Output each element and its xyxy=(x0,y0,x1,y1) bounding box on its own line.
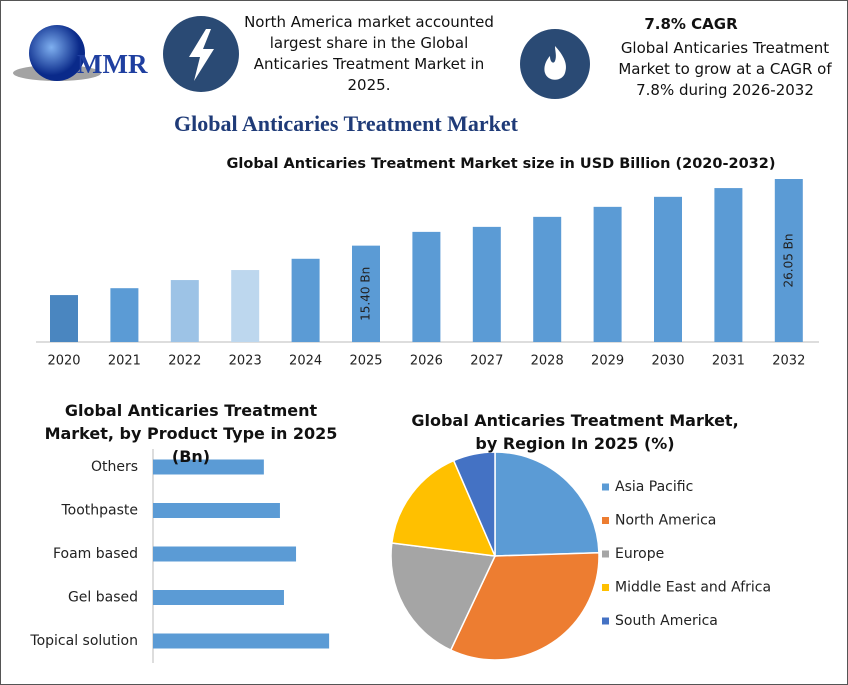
bar xyxy=(110,288,139,342)
value-label: 26.05 Bn xyxy=(781,233,795,287)
y-tick-label: Gel based xyxy=(68,590,138,606)
legend-swatch xyxy=(602,483,609,491)
x-tick-label: 2024 xyxy=(289,354,322,369)
x-tick-label: 2023 xyxy=(229,354,262,369)
bar xyxy=(153,546,297,562)
bar xyxy=(412,231,441,342)
cagr-text: Global Anticaries Treatment Market to gr… xyxy=(618,39,832,99)
pie-slice xyxy=(452,451,496,557)
x-tick-label: 2022 xyxy=(168,354,201,369)
legend-label: Middle East and Africa xyxy=(615,580,771,596)
x-tick-label: 2021 xyxy=(108,354,141,369)
value-label: 15.40 Bn xyxy=(359,267,373,321)
main-title: Global Anticaries Treatment Market xyxy=(174,111,518,136)
legend-swatch xyxy=(602,584,609,591)
legend-swatch xyxy=(602,517,609,524)
legend-label: South America xyxy=(615,613,718,629)
legend-label: Asia Pacific xyxy=(615,479,693,495)
x-tick-label: 2030 xyxy=(651,354,684,369)
legend-swatch xyxy=(602,617,609,625)
logo-globe xyxy=(29,25,85,81)
bar xyxy=(714,188,743,342)
y-tick-label: Foam based xyxy=(53,546,138,562)
x-tick-label: 2026 xyxy=(410,354,443,369)
bar xyxy=(774,179,803,342)
pie-slice xyxy=(390,459,497,557)
x-tick-label: 2025 xyxy=(349,354,382,369)
x-tick-label: 2027 xyxy=(470,354,503,369)
flame-icon xyxy=(544,46,566,80)
bar xyxy=(352,245,380,342)
lightning-icon xyxy=(189,29,214,81)
bar xyxy=(153,633,330,649)
bar xyxy=(153,503,280,518)
bar xyxy=(50,295,78,342)
chart-title: Global Anticaries Treatment Market, by R… xyxy=(411,411,739,453)
bar xyxy=(654,196,682,342)
chart-title: Global Anticaries Treatment Market size … xyxy=(226,156,776,172)
legend-label: Europe xyxy=(615,546,664,562)
bar xyxy=(231,270,260,342)
pie-slice xyxy=(449,551,600,661)
logo-text: MMR xyxy=(77,49,148,79)
y-tick-label: Toothpaste xyxy=(60,503,138,519)
x-tick-label: 2028 xyxy=(531,354,564,369)
bar xyxy=(593,206,622,342)
y-tick-label: Topical solution xyxy=(29,633,138,649)
x-tick-label: 2029 xyxy=(591,354,624,369)
bar xyxy=(170,280,199,342)
legend-label: North America xyxy=(615,513,716,529)
bar xyxy=(291,258,320,342)
bar xyxy=(533,216,562,342)
pie-slice xyxy=(494,451,600,557)
x-tick-label: 2031 xyxy=(712,354,745,369)
pie-slice xyxy=(390,542,497,652)
y-tick-label: Others xyxy=(91,459,138,475)
legend-swatch xyxy=(602,550,609,558)
bar xyxy=(153,590,284,605)
x-tick-label: 2020 xyxy=(47,354,80,369)
chart-title: Global Anticaries Treatment Market, by P… xyxy=(44,401,338,466)
bar xyxy=(153,459,264,475)
x-tick-label: 2032 xyxy=(772,354,805,369)
fact-text: North America market accounted largest s… xyxy=(244,13,494,94)
bar xyxy=(472,226,501,342)
cagr-title: 7.8% CAGR xyxy=(644,15,738,33)
